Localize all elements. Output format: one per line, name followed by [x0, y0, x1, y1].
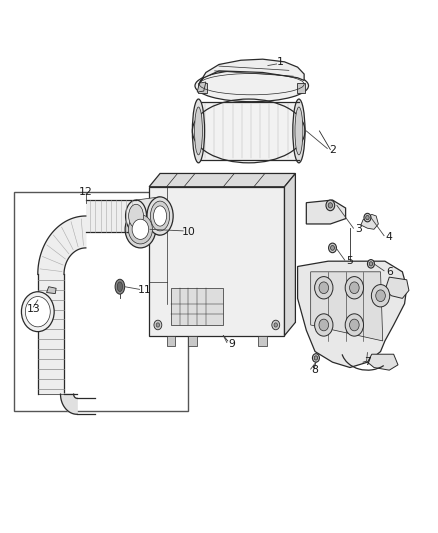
Ellipse shape	[376, 290, 385, 302]
Polygon shape	[149, 173, 295, 187]
Ellipse shape	[153, 206, 166, 226]
Ellipse shape	[367, 260, 374, 268]
Text: 11: 11	[138, 286, 152, 295]
Ellipse shape	[128, 215, 152, 244]
Ellipse shape	[195, 70, 308, 102]
Ellipse shape	[150, 201, 170, 231]
Text: 7: 7	[364, 357, 371, 367]
Ellipse shape	[319, 319, 328, 331]
Text: 2: 2	[329, 144, 336, 155]
Polygon shape	[188, 336, 197, 346]
Ellipse shape	[350, 319, 359, 331]
Polygon shape	[367, 354, 398, 370]
Polygon shape	[297, 261, 407, 368]
Polygon shape	[166, 336, 175, 346]
Polygon shape	[385, 277, 409, 298]
Text: 4: 4	[386, 232, 393, 243]
Ellipse shape	[115, 279, 125, 294]
Ellipse shape	[314, 356, 318, 360]
Ellipse shape	[25, 296, 50, 327]
Text: 10: 10	[181, 227, 195, 237]
Polygon shape	[46, 287, 56, 294]
Ellipse shape	[156, 323, 159, 327]
Ellipse shape	[328, 243, 336, 253]
Polygon shape	[306, 200, 346, 224]
Polygon shape	[38, 216, 86, 274]
Ellipse shape	[345, 314, 364, 336]
Text: 5: 5	[346, 256, 353, 266]
Polygon shape	[199, 59, 304, 83]
Ellipse shape	[272, 320, 280, 330]
Ellipse shape	[274, 323, 278, 327]
Polygon shape	[86, 200, 136, 232]
Ellipse shape	[129, 204, 144, 228]
Ellipse shape	[293, 99, 305, 163]
Ellipse shape	[319, 282, 328, 294]
Polygon shape	[311, 272, 383, 341]
Bar	[171, 288, 223, 325]
Text: 12: 12	[79, 187, 93, 197]
Ellipse shape	[117, 282, 123, 292]
Ellipse shape	[154, 320, 162, 330]
Ellipse shape	[371, 285, 390, 307]
Ellipse shape	[295, 107, 303, 155]
Ellipse shape	[132, 219, 149, 239]
Polygon shape	[285, 173, 295, 336]
Polygon shape	[258, 336, 267, 346]
Ellipse shape	[147, 197, 173, 235]
Polygon shape	[60, 394, 77, 414]
Polygon shape	[149, 187, 285, 336]
Text: 1: 1	[277, 57, 283, 67]
Polygon shape	[198, 102, 299, 160]
Ellipse shape	[328, 203, 332, 208]
Ellipse shape	[314, 314, 333, 336]
Polygon shape	[197, 82, 206, 92]
Polygon shape	[160, 173, 295, 322]
Text: 3: 3	[355, 224, 362, 235]
Ellipse shape	[369, 262, 373, 266]
Text: 13: 13	[27, 304, 40, 314]
Ellipse shape	[21, 292, 54, 332]
Ellipse shape	[194, 107, 202, 155]
Ellipse shape	[350, 282, 359, 294]
Ellipse shape	[314, 277, 333, 299]
Ellipse shape	[192, 99, 205, 163]
Polygon shape	[297, 83, 305, 93]
Text: 9: 9	[229, 338, 236, 349]
Ellipse shape	[366, 215, 369, 220]
Ellipse shape	[125, 211, 155, 248]
Polygon shape	[361, 214, 378, 229]
Text: 6: 6	[386, 267, 393, 277]
Ellipse shape	[364, 213, 371, 222]
Ellipse shape	[345, 277, 364, 299]
Text: 8: 8	[311, 365, 318, 375]
Ellipse shape	[29, 302, 46, 322]
Polygon shape	[136, 197, 160, 235]
Ellipse shape	[331, 246, 335, 251]
Ellipse shape	[126, 200, 147, 232]
Ellipse shape	[312, 354, 319, 362]
Polygon shape	[198, 83, 207, 93]
Bar	[14, 192, 188, 411]
Ellipse shape	[326, 200, 335, 211]
